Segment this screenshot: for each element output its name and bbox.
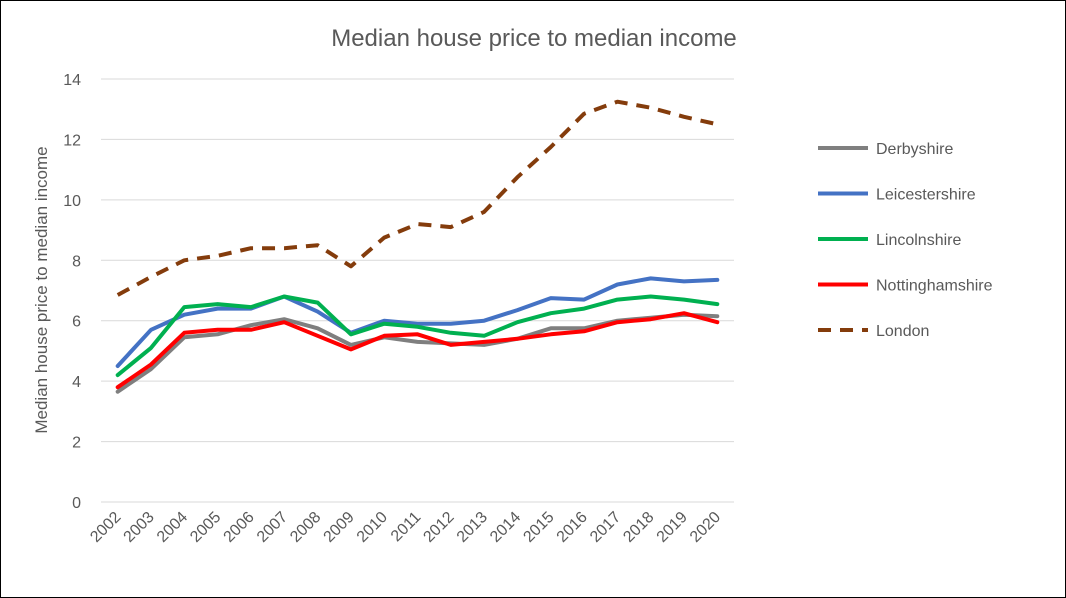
legend-label: Nottinghamshire <box>876 278 993 295</box>
y-tick-label: 4 <box>72 374 81 391</box>
y-tick-label: 0 <box>72 495 81 512</box>
x-tick-label: 2002 <box>87 509 124 546</box>
y-tick-label: 12 <box>63 132 81 149</box>
x-tick-label: 2019 <box>654 509 691 546</box>
y-tick-label: 8 <box>72 253 81 270</box>
x-tick-label: 2008 <box>287 509 324 546</box>
gridlines <box>101 78 734 503</box>
y-tick-labels: 0 2 4 6 8 10 12 14 <box>63 72 81 512</box>
x-tick-labels: 2002200320042005200620072008200920102011… <box>87 509 724 546</box>
x-tick-label: 2010 <box>354 509 391 546</box>
legend-label: London <box>876 323 929 340</box>
y-tick-label: 6 <box>72 314 81 331</box>
x-tick-label: 2004 <box>154 509 191 546</box>
series-lines <box>115 99 720 394</box>
x-tick-label: 2016 <box>554 509 591 546</box>
series-line-london <box>116 99 718 297</box>
series-line-nottinghamshire <box>115 311 720 390</box>
y-tick-label: 14 <box>63 72 81 89</box>
series-line-leicestershire <box>115 276 720 368</box>
y-tick-label: 10 <box>63 193 81 210</box>
chart-title: Median house price to median income <box>331 25 737 52</box>
x-tick-label: 2013 <box>454 509 491 546</box>
y-tick-label: 2 <box>72 435 81 452</box>
x-tick-label: 2009 <box>321 509 358 546</box>
x-tick-label: 2006 <box>221 509 258 546</box>
x-tick-label: 2017 <box>587 509 624 546</box>
legend: Derbyshire Leicestershire Lincolnshire Nott… <box>818 141 993 340</box>
legend-label: Lincolnshire <box>876 232 961 249</box>
legend-label: Leicestershire <box>876 187 976 204</box>
x-tick-label: 2012 <box>420 509 457 546</box>
x-tick-label: 2011 <box>388 509 424 545</box>
x-tick-label: 2018 <box>620 509 657 546</box>
legend-label: Derbyshire <box>876 141 953 158</box>
x-tick-label: 2003 <box>121 509 158 546</box>
x-tick-label: 2020 <box>687 509 724 546</box>
x-tick-label: 2007 <box>254 509 291 546</box>
x-tick-label: 2005 <box>187 509 224 546</box>
x-tick-label: 2015 <box>520 509 557 546</box>
x-tick-label: 2014 <box>487 509 524 546</box>
series-line-lincolnshire <box>115 294 720 378</box>
y-axis-label: Median house price to median income <box>32 146 51 433</box>
